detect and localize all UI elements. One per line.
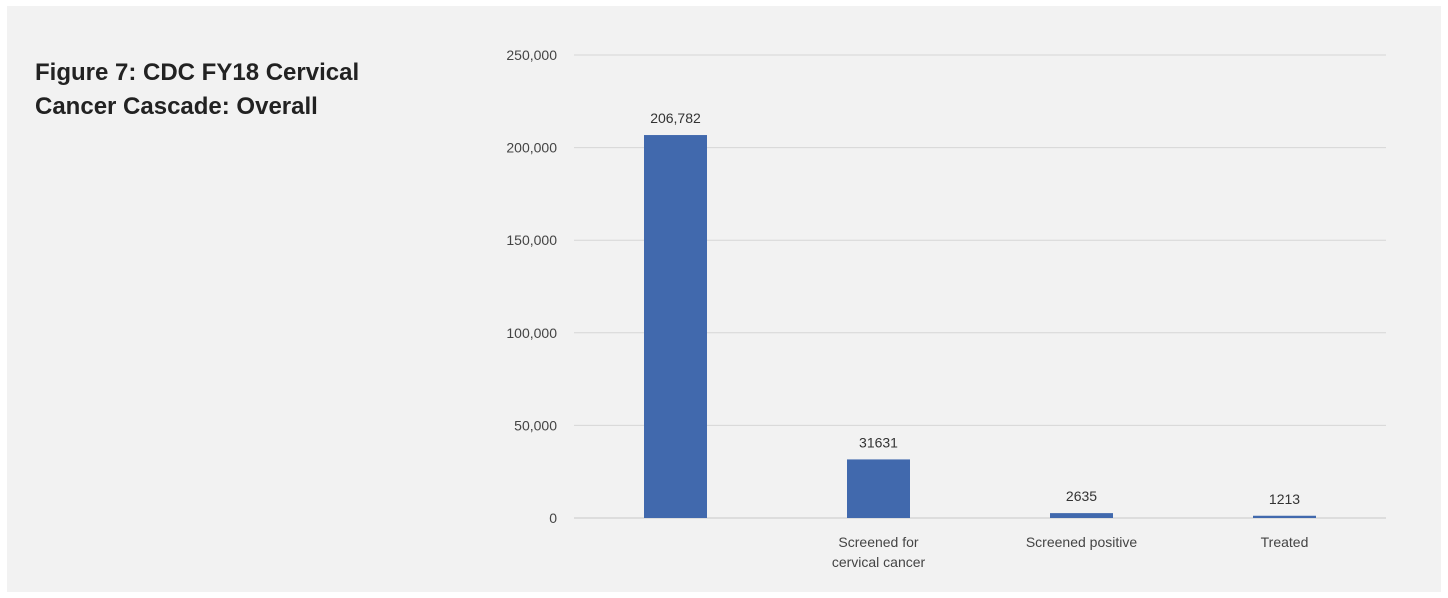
bar-value-label: 206,782: [650, 110, 701, 126]
y-tick-label: 250,000: [506, 47, 557, 63]
y-tick-label: 100,000: [506, 325, 557, 341]
bar: [1050, 513, 1113, 518]
y-tick-label: 50,000: [514, 417, 557, 433]
y-axis-tick-labels: 0 50,000 100,000 150,000 200,000 250,000: [506, 47, 557, 526]
bar-value-label: 2635: [1066, 488, 1097, 504]
bar: [1253, 515, 1316, 518]
x-axis-category-labels: Screened for cervical cancer Screened posi…: [832, 534, 1309, 570]
x-category-label: Treated: [1261, 534, 1309, 550]
data-labels: 206,782 31631 2635 1213: [650, 110, 1300, 507]
y-tick-label: 0: [549, 510, 557, 526]
bar: [847, 459, 910, 518]
bar-value-label: 31631: [859, 434, 898, 450]
bars: [644, 135, 1316, 518]
bar-value-label: 1213: [1269, 491, 1300, 507]
figure-title: Figure 7: CDC FY18 Cervical Cancer Casca…: [35, 59, 360, 120]
x-category-label: Screened for cervical cancer: [832, 534, 926, 570]
chart-panel: [7, 6, 1441, 592]
y-tick-label: 200,000: [506, 140, 557, 156]
gridlines: [574, 54, 1386, 519]
bar: [644, 135, 707, 518]
y-tick-label: 150,000: [506, 232, 557, 248]
x-category-label: Screened positive: [1026, 534, 1138, 550]
